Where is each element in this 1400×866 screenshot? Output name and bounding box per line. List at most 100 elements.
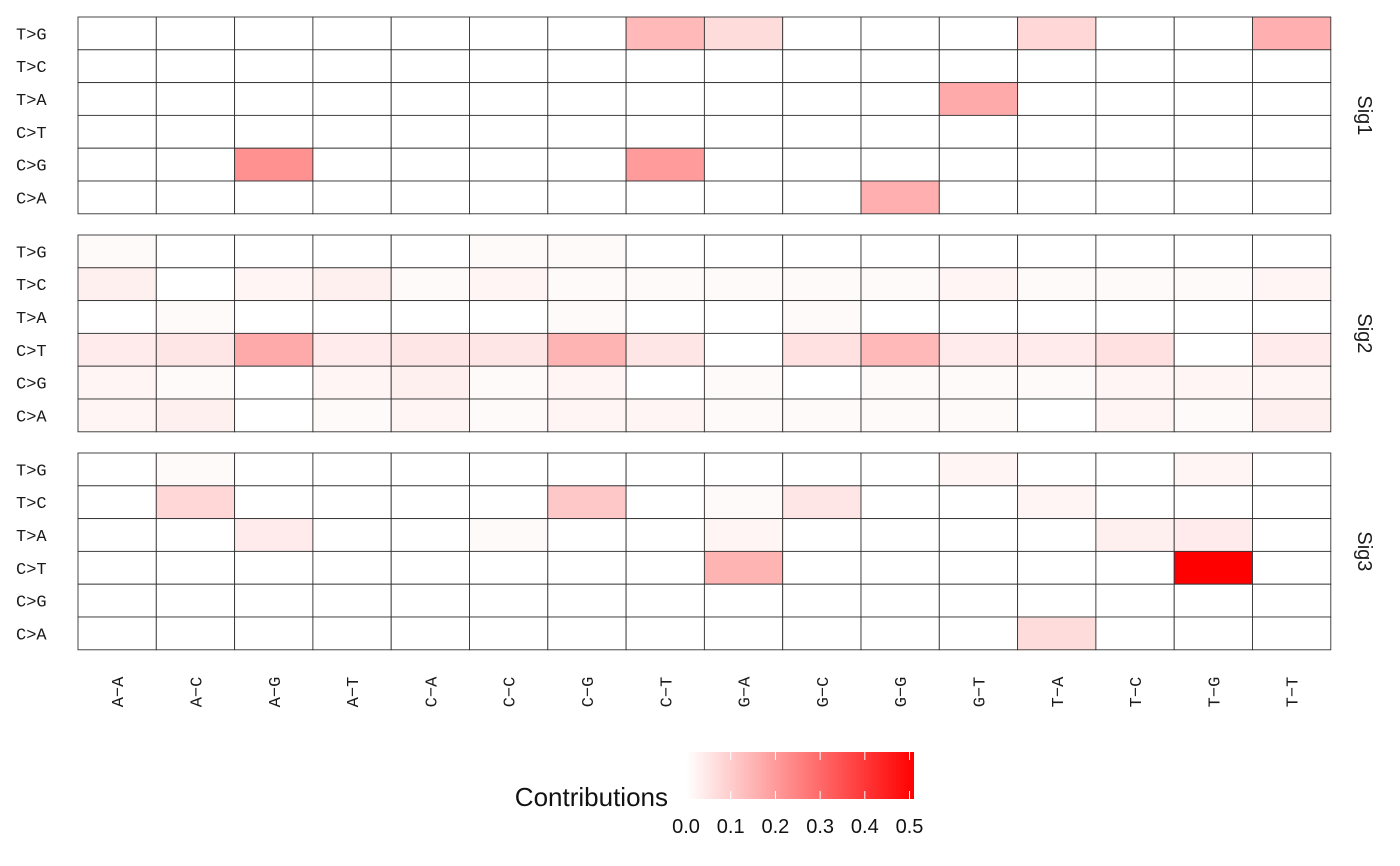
heatmap-cell: Sig3 C>A C-A: 0 (390, 616, 470, 651)
heatmap-cell: Sig2 C>A G-A: 0.01 (703, 398, 784, 433)
heatmap-cell: Sig2 C>A C-G: 0.02 (547, 398, 627, 433)
row-label: C>T (16, 343, 47, 362)
heatmap-cell: Sig1 T>C G-T: 0 (938, 49, 1019, 84)
heatmap-cell: Sig2 C>G A-A: 0.02 (77, 365, 157, 400)
heatmap-cell: Sig1 C>G T-T: 0 (1252, 147, 1332, 182)
heatmap-cell: Sig2 T>A G-A: 0 (703, 300, 784, 334)
heatmap-cell: Sig3 C>G G-C: 0 (782, 583, 862, 618)
heatmap-cell: Sig3 C>T T-T: 0 (1252, 550, 1332, 585)
heatmap-cell: Sig3 T>C A-G: 0 (234, 485, 314, 520)
heatmap-cell: Sig2 C>G C-C: 0.01 (469, 365, 549, 400)
heatmap-cell: Sig1 T>A A-C: 0 (155, 82, 236, 116)
heatmap-cell: Sig1 T>C A-C: 0 (155, 49, 236, 84)
panel-sig2: Sig2 T>G A-A: 0.01Sig2 T>G A-C: 0Sig2 T>… (16, 234, 1375, 433)
heatmap-cell: Sig2 T>C G-G: 0.01 (860, 267, 940, 302)
heatmap-cell: Sig2 C>G A-T: 0.02 (312, 365, 392, 400)
heatmap-cell: Sig2 C>T C-G: 0.15 (547, 332, 627, 367)
heatmap-cell: Sig3 C>T G-A: 0.15 (703, 550, 784, 585)
row-label: T>G (16, 26, 47, 45)
heatmap-cell: Sig2 C>T G-G: 0.14 (860, 332, 940, 367)
heatmap-cell: Sig2 T>G A-T: 0 (312, 234, 392, 269)
row-label: C>T (16, 561, 47, 580)
heatmap-cell: Sig1 T>C C-A: 0 (390, 49, 470, 84)
heatmap-cell: Sig2 C>G G-G: 0.01 (860, 365, 940, 400)
legend-colorbar (686, 752, 914, 799)
heatmap-cell: Sig1 C>T A-A: 0 (77, 114, 157, 149)
heatmap-cell: Sig3 T>G T-T: 0 (1252, 452, 1332, 487)
heatmap-cell: Sig3 C>G C-G: 0 (547, 583, 627, 618)
heatmap-cell: Sig1 T>A C-A: 0 (390, 82, 470, 116)
heatmap-cell: Sig1 C>A T-T: 0 (1252, 180, 1332, 215)
heatmap-cell: Sig3 C>T T-A: 0 (1017, 550, 1097, 585)
heatmap-cell: Sig1 C>G C-G: 0 (547, 147, 627, 182)
heatmap-cell: Sig2 T>C C-C: 0.02 (469, 267, 549, 302)
heatmap-cell: Sig2 C>G G-A: 0.01 (703, 365, 784, 400)
heatmap-cell: Sig1 T>C T-A: 0 (1017, 49, 1097, 84)
heatmap-cell: Sig1 T>A A-G: 0 (234, 82, 314, 116)
heatmap-cell: Sig1 C>T C-G: 0 (547, 114, 627, 149)
heatmap-cell: Sig3 C>T G-G: 0 (860, 550, 940, 585)
heatmap-cell: Sig3 T>A A-A: 0 (77, 518, 157, 552)
heatmap-cell: Sig2 T>G T-G: 0 (1173, 234, 1253, 269)
heatmap-cell: Sig3 C>G A-G: 0 (234, 583, 314, 618)
heatmap-cell: Sig3 T>C C-T: 0 (625, 485, 705, 520)
heatmap-cell: Sig3 T>A C-G: 0 (547, 518, 627, 552)
heatmap-cell: Sig1 T>G A-G: 0 (234, 16, 314, 51)
heatmap-cell: Sig1 C>T A-C: 0 (155, 114, 236, 149)
heatmap-cell: Sig3 T>A G-A: 0.02 (703, 518, 784, 552)
heatmap-cell: Sig1 T>G C-A: 0 (390, 16, 470, 51)
heatmap-cell: Sig1 C>T C-C: 0 (469, 114, 549, 149)
heatmap-cell: Sig1 T>G A-C: 0 (155, 16, 236, 51)
legend-tick-label: 0.4 (851, 816, 879, 838)
heatmap-cell: Sig1 T>C C-C: 0 (469, 49, 549, 84)
heatmap-cell: Sig3 C>A T-G: 0 (1173, 616, 1253, 651)
heatmap-cell: Sig3 C>G G-A: 0 (703, 583, 784, 618)
heatmap-cell: Sig2 C>A C-C: 0.01 (469, 398, 549, 433)
heatmap-cell: Sig2 C>T A-C: 0.05 (155, 332, 236, 367)
heatmap-cell: Sig2 T>C G-C: 0.01 (782, 267, 862, 302)
heatmap-cell: Sig1 C>A C-C: 0 (469, 180, 549, 215)
heatmap-cell: Sig3 C>T C-T: 0 (625, 550, 705, 585)
heatmap-cell: Sig3 C>A T-T: 0 (1252, 616, 1332, 651)
heatmap-cell: Sig1 C>G G-A: 0 (703, 147, 784, 182)
heatmap-cell: Sig2 T>A G-G: 0 (860, 300, 940, 334)
heatmap-cell: Sig1 C>T T-T: 0 (1252, 114, 1332, 149)
heatmap-cell: Sig2 T>C C-G: 0.01 (547, 267, 627, 302)
heatmap-cell: Sig1 C>A T-C: 0 (1095, 180, 1175, 215)
heatmap-cell: Sig3 C>T A-C: 0 (155, 550, 236, 585)
heatmap-cell: Sig2 T>C A-T: 0.03 (312, 267, 392, 302)
heatmap-cell: Sig1 C>A C-T: 0 (625, 180, 705, 215)
heatmap-cell: Sig2 T>C T-C: 0.01 (1095, 267, 1175, 302)
heatmap-cell: Sig3 C>A T-C: 0 (1095, 616, 1175, 651)
heatmap-cell: Sig3 C>G T-C: 0 (1095, 583, 1175, 618)
heatmap-cell: Sig2 T>G C-A: 0 (390, 234, 470, 269)
heatmap-cell: Sig2 T>A C-A: 0 (390, 300, 470, 334)
heatmap-cell: Sig3 T>C T-A: 0.02 (1017, 485, 1097, 520)
row-label: T>C (16, 277, 47, 296)
heatmap-cell: Sig1 C>A T-G: 0 (1173, 180, 1253, 215)
heatmap-cell: Sig3 T>C C-C: 0 (469, 485, 549, 520)
heatmap-cell: Sig3 T>C T-C: 0 (1095, 485, 1175, 520)
heatmap-cell: Sig2 T>C A-G: 0.02 (234, 267, 314, 302)
facet-label: Sig1 (1353, 95, 1375, 135)
heatmap-cell: Sig2 C>G T-C: 0.02 (1095, 365, 1175, 400)
heatmap-cell: Sig2 C>A G-C: 0.01 (782, 398, 862, 433)
heatmap-cell: Sig1 T>G C-T: 0.14 (625, 16, 705, 51)
heatmap-cell: Sig1 T>C A-T: 0 (312, 49, 392, 84)
heatmap-cell: Sig2 T>A A-G: 0 (234, 300, 314, 334)
legend-tick-label: 0.2 (762, 816, 790, 838)
heatmap-cell: Sig1 T>C G-G: 0 (860, 49, 940, 84)
heatmap-cell: Sig1 C>T T-A: 0 (1017, 114, 1097, 149)
heatmap-cell: Sig3 T>G T-C: 0 (1095, 452, 1175, 487)
heatmap-cell: Sig3 T>G A-A: 0 (77, 452, 157, 487)
heatmap-cell: Sig3 T>G T-A: 0 (1017, 452, 1097, 487)
heatmap-cell: Sig1 T>G G-A: 0.07 (703, 16, 784, 51)
heatmap-cell: Sig1 C>G G-T: 0 (938, 147, 1019, 182)
heatmap-cell: Sig3 C>A G-A: 0 (703, 616, 784, 651)
heatmap-cell: Sig2 C>T C-A: 0.05 (390, 332, 470, 367)
legend: Contributions 0.0 0.1 0.2 0.3 0.4 0.5 (515, 752, 923, 838)
heatmap-cell: Sig3 T>A G-T: 0 (938, 518, 1019, 552)
heatmap-cell: Sig1 C>A G-G: 0.16 (860, 180, 940, 215)
heatmap-cell: Sig1 C>G A-T: 0 (312, 147, 392, 182)
